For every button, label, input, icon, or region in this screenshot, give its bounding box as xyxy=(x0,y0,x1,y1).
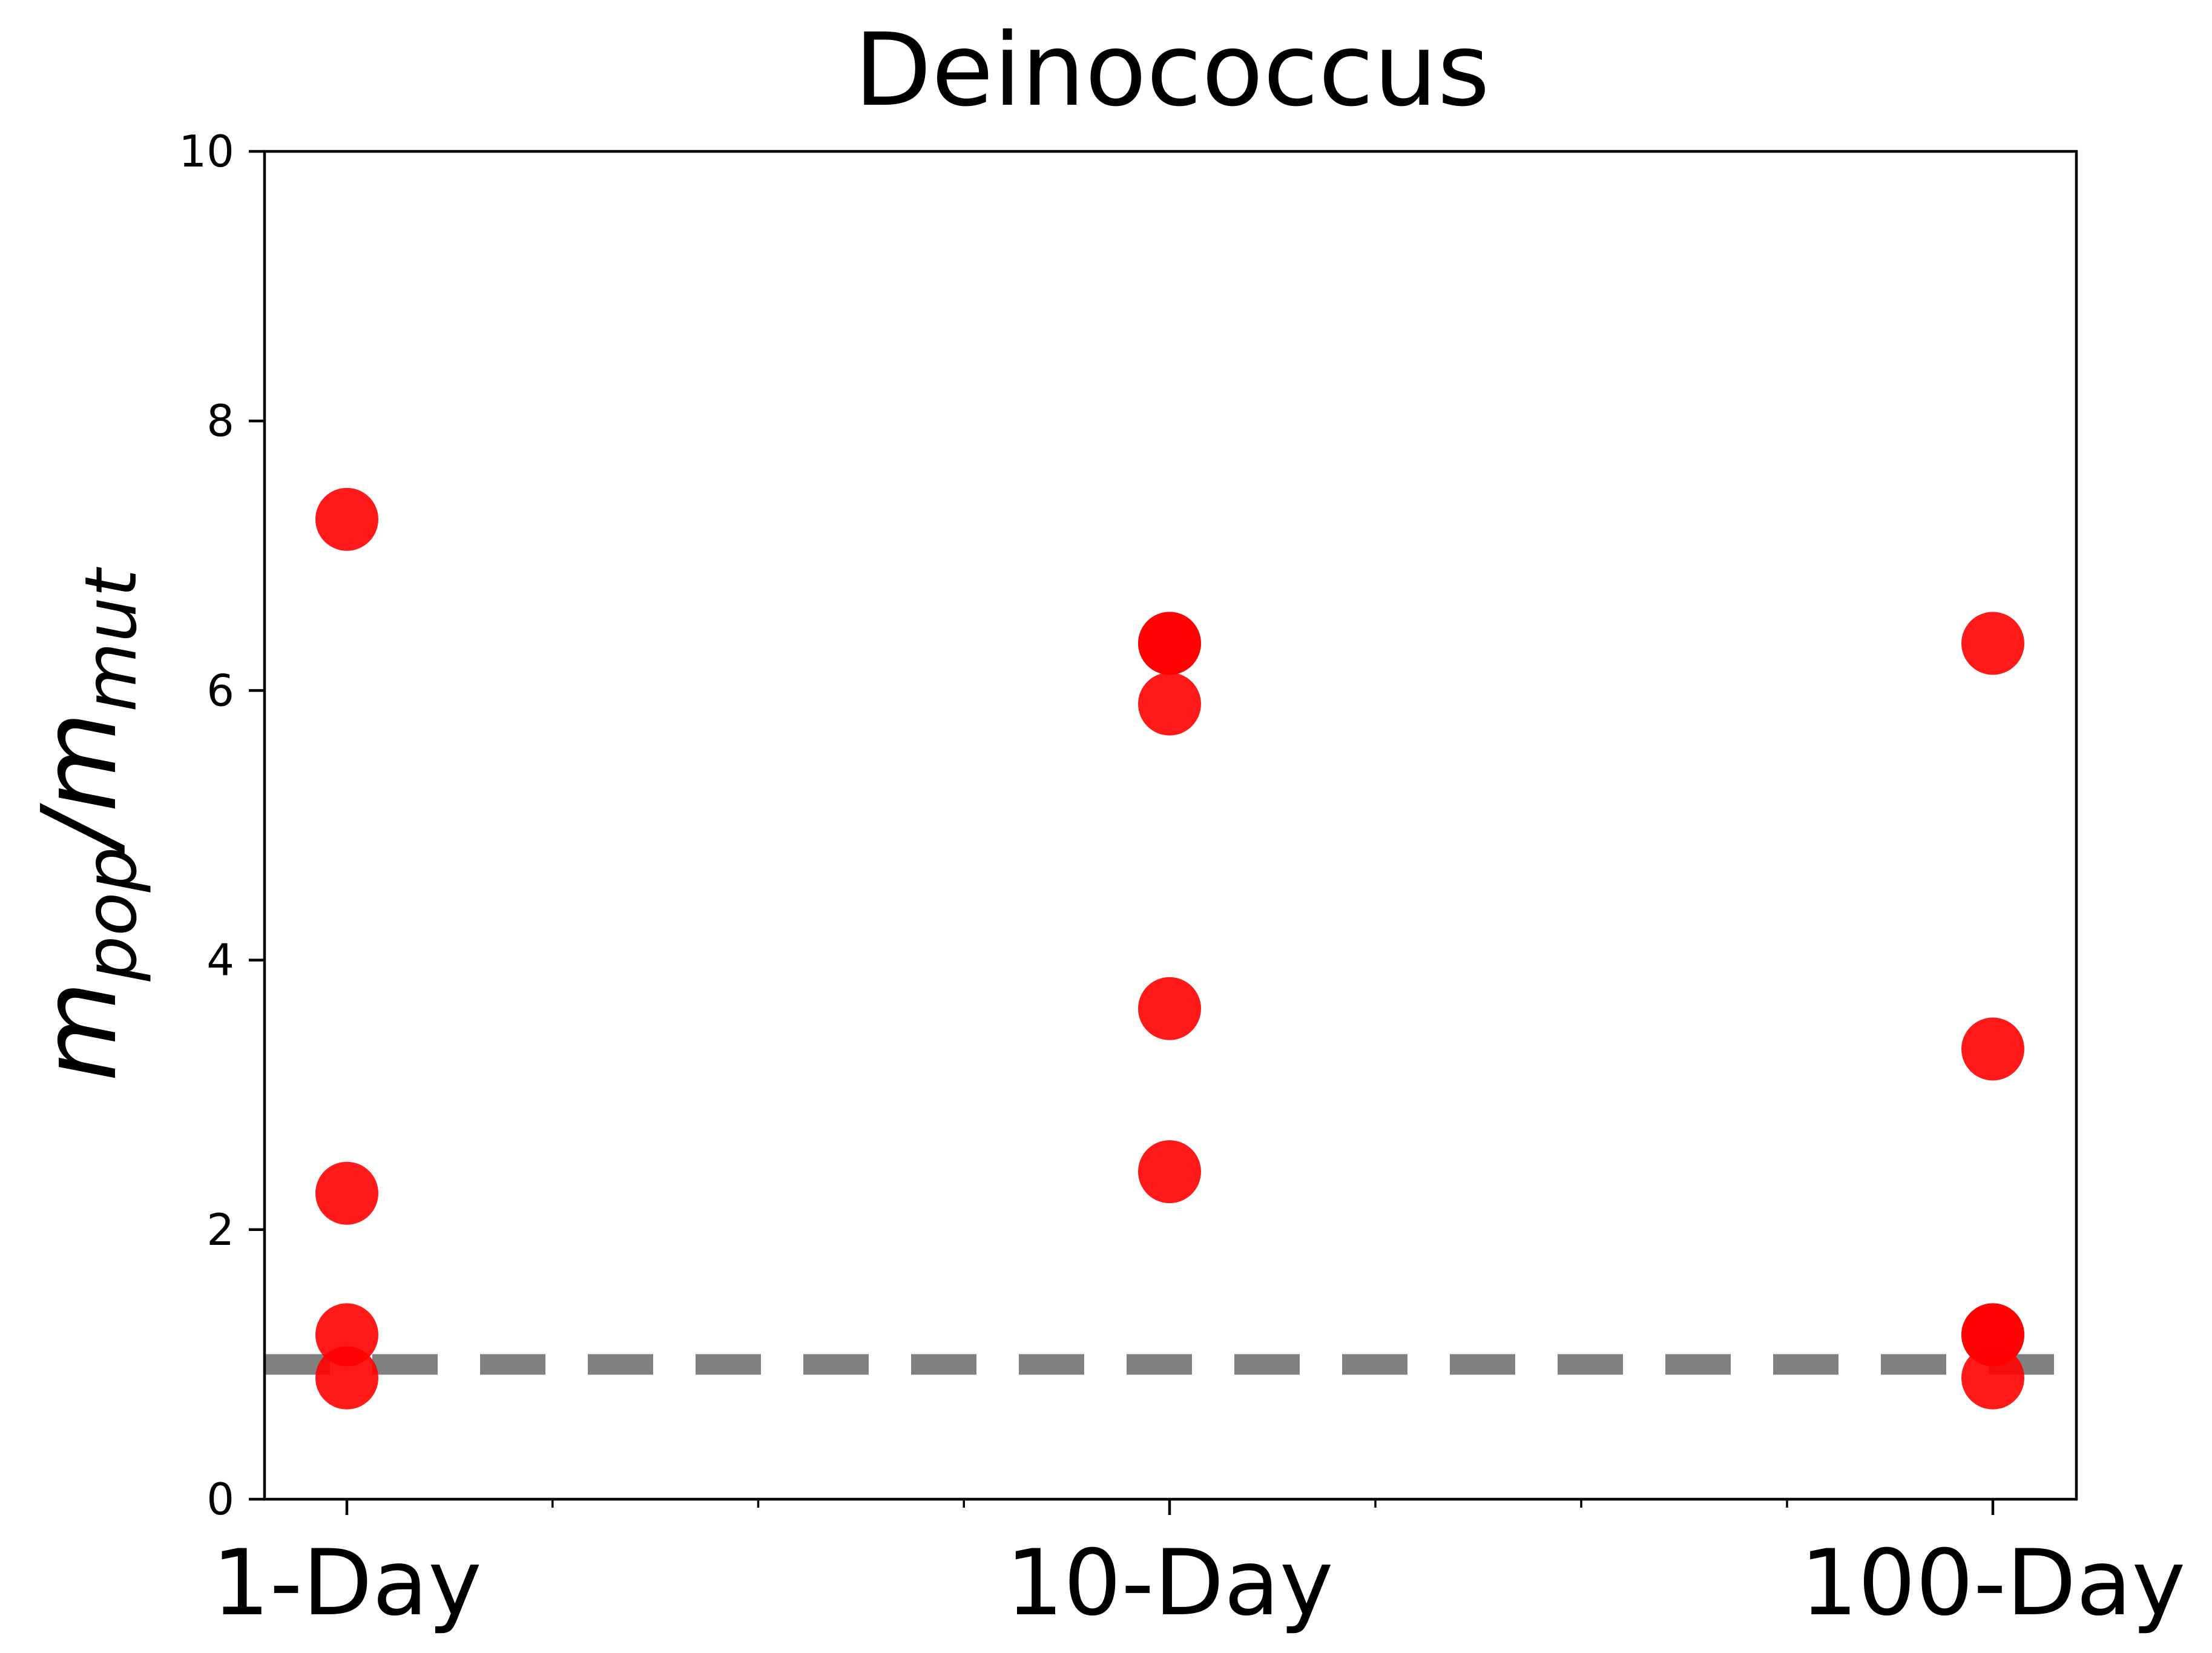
plot-frame xyxy=(263,150,2078,1501)
y-tick-label: 10 xyxy=(179,126,234,177)
data-point xyxy=(1138,1140,1201,1204)
y-label-base-1: m xyxy=(20,982,140,1082)
y-tick-label: 6 xyxy=(206,665,234,716)
x-tick-label: 1-Day xyxy=(212,1531,482,1636)
x-tick-label: 100-Day xyxy=(1800,1531,2186,1636)
data-point xyxy=(315,1346,378,1410)
data-point xyxy=(1961,1303,2024,1367)
data-point xyxy=(1961,1017,2024,1081)
data-point xyxy=(1961,1346,2024,1410)
data-point xyxy=(1961,612,2024,675)
y-label-base-2: m xyxy=(20,712,140,813)
axis-ticks: 0 2 4 6 8 10 1-Day 10-Day 100-Day xyxy=(179,126,2185,1636)
y-tick-label: 8 xyxy=(206,395,234,446)
data-point xyxy=(315,1303,378,1367)
chart-title: Deinococcus xyxy=(854,12,1490,129)
y-axis-label: mpop/mmut xyxy=(20,567,153,1081)
data-point xyxy=(1138,672,1201,736)
x-tick-label: 10-Day xyxy=(1006,1531,1333,1636)
y-tick-label: 4 xyxy=(206,935,234,986)
data-points xyxy=(315,487,2024,1410)
data-point xyxy=(315,1161,378,1225)
data-point xyxy=(1138,612,1201,675)
data-point xyxy=(1138,977,1201,1040)
y-label-sub-2: mut xyxy=(69,567,153,712)
y-label-sub-1: pop xyxy=(69,847,153,982)
y-tick-label: 0 xyxy=(206,1474,234,1525)
data-point xyxy=(315,487,378,551)
y-tick-label: 2 xyxy=(206,1204,234,1255)
